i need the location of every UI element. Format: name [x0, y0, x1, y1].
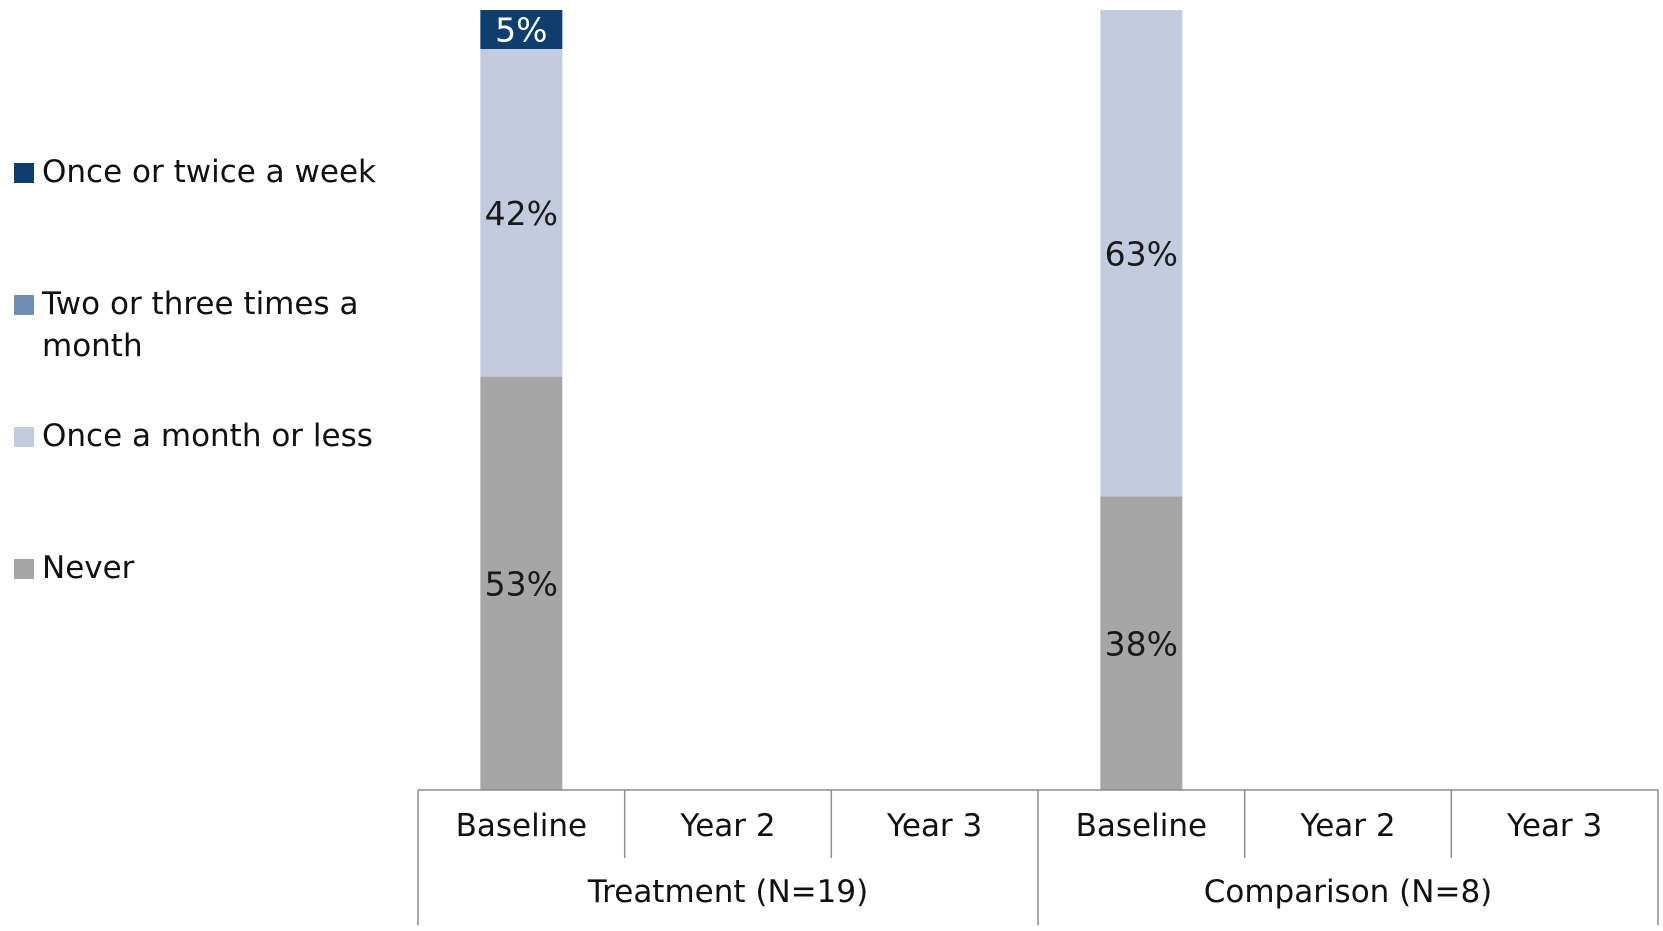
data-label: 5%	[495, 11, 547, 50]
bar-segment	[480, 10, 563, 49]
category-tick-label: Baseline	[456, 808, 587, 844]
legend-item: Never	[14, 550, 135, 586]
legend-label: Once a month or less	[42, 418, 373, 454]
legend-swatch	[14, 559, 34, 579]
legend-item: Two or three times a month	[14, 286, 358, 364]
data-label: 38%	[1105, 624, 1178, 663]
legend-label-line: Once or twice a week	[42, 154, 376, 190]
legend-label-line: month	[42, 328, 143, 364]
legend-label: Never	[42, 550, 135, 586]
category-axis: Baseline Year 2 Year 3 Baseline Year 2 Year 3…	[417, 789, 1659, 925]
group-label: Treatment (N=19)	[587, 874, 868, 910]
bar-segment	[480, 376, 563, 790]
data-label: 53%	[485, 564, 558, 603]
category-tick-label: Year 2	[1299, 808, 1395, 844]
legend-swatch	[14, 163, 34, 183]
legend-label-line: Once a month or less	[42, 418, 373, 454]
legend-swatch	[14, 295, 34, 315]
category-tick-label: Baseline	[1076, 808, 1207, 844]
legend-item: Once a month or less	[14, 418, 373, 454]
legend: Once or twice a week Two or three times a…	[14, 154, 376, 586]
legend-item: Once or twice a week	[14, 154, 376, 190]
group-label: Comparison (N=8)	[1204, 874, 1493, 910]
bar-segment	[1100, 10, 1183, 497]
legend-label: Once or twice a week	[42, 154, 376, 190]
data-label: 42%	[485, 194, 558, 233]
category-tick-label: Year 3	[1506, 808, 1602, 844]
bar-segment	[480, 49, 563, 377]
legend-label-line: Never	[42, 550, 135, 586]
plot-area: 53% 42% 5% 38% 63%	[480, 10, 1183, 790]
legend-label: Two or three times a month	[41, 286, 358, 364]
legend-swatch	[14, 427, 34, 447]
data-label: 63%	[1105, 234, 1178, 273]
bar-segment	[1100, 496, 1183, 790]
legend-label-line: Two or three times a	[41, 286, 358, 322]
category-tick-label: Year 2	[679, 808, 775, 844]
category-tick-label: Year 3	[886, 808, 982, 844]
